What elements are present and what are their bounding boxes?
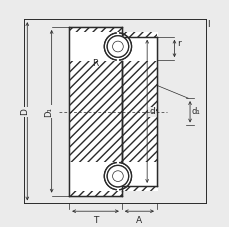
Bar <box>69 191 121 196</box>
Bar <box>120 32 157 61</box>
Bar <box>69 27 121 196</box>
Bar <box>69 191 121 196</box>
Bar <box>69 27 121 32</box>
Text: D: D <box>20 108 29 115</box>
Text: r: r <box>177 39 180 48</box>
Bar <box>121 32 156 37</box>
Bar <box>69 27 121 32</box>
Text: R: R <box>92 59 98 68</box>
Bar <box>121 61 156 161</box>
Bar <box>121 186 156 191</box>
Text: l: l <box>207 20 209 29</box>
Text: d₁: d₁ <box>191 107 200 116</box>
Text: T: T <box>93 216 98 225</box>
Text: D₁: D₁ <box>44 107 53 117</box>
Bar <box>69 32 122 61</box>
Text: d: d <box>148 107 154 116</box>
Bar <box>120 161 157 191</box>
Bar <box>69 61 121 161</box>
Circle shape <box>107 165 128 187</box>
Bar <box>121 37 156 186</box>
Circle shape <box>107 36 128 57</box>
Text: A: A <box>136 216 142 225</box>
Circle shape <box>107 36 128 57</box>
Bar <box>69 161 122 191</box>
Circle shape <box>107 165 128 187</box>
